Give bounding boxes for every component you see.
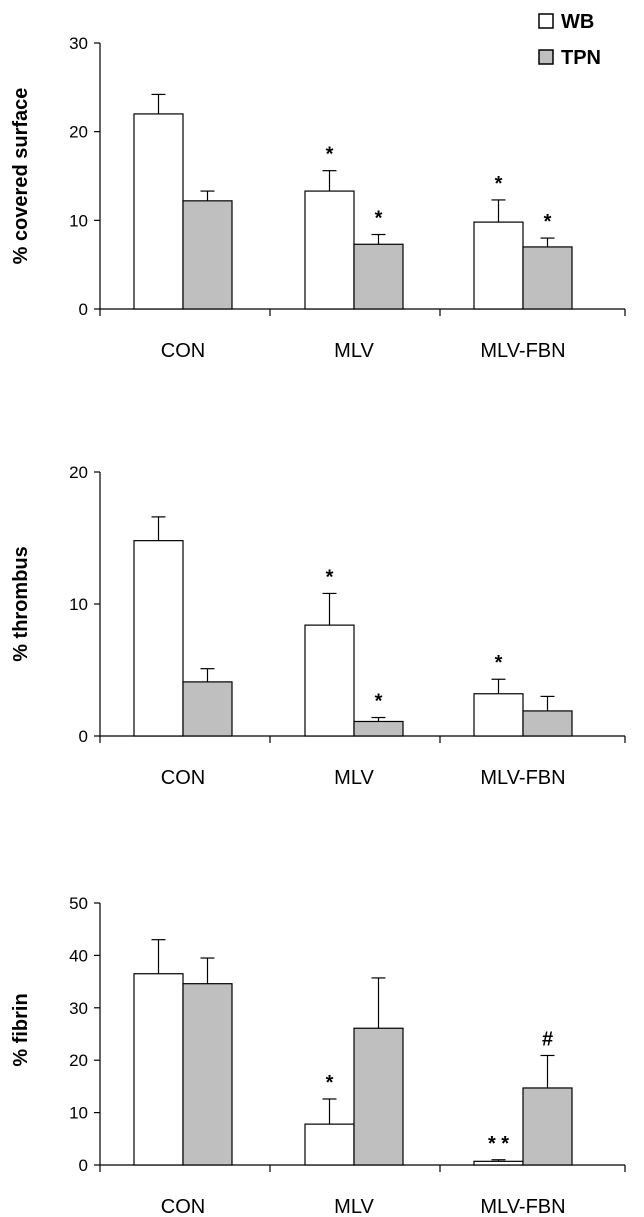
bar-tpn-mlv [353, 720, 404, 737]
significance-marker: * [544, 211, 552, 233]
category-label: MLV-FBN [480, 767, 565, 789]
y-tick-label: 10 [69, 595, 88, 614]
category-label: CON [161, 767, 205, 789]
y-tick-label: 0 [79, 1156, 88, 1175]
bar-wb-mlv-fbn [473, 221, 524, 310]
significance-marker: * * [488, 1133, 509, 1155]
y-axis-label: % thrombus [10, 546, 32, 662]
bar-wb-mlv [304, 190, 355, 310]
category-label: MLV [334, 1196, 374, 1217]
significance-marker: * [495, 652, 503, 674]
bar-tpn-mlv [353, 1027, 404, 1166]
bar-wb-mlv [304, 1123, 355, 1166]
y-tick-label: 20 [69, 463, 88, 482]
significance-marker: * [326, 144, 334, 166]
legend-label-wb: WB [561, 11, 594, 33]
bar-tpn-mlv-fbn [522, 710, 573, 737]
y-tick-label: 40 [69, 946, 88, 965]
chart-fibrin: 0 10 20 30 40 50 % fibrin CON MLV MLV-FBN * * * # [10, 894, 626, 1217]
bar-wb-mlv [304, 624, 355, 737]
y-tick-label: 0 [79, 727, 88, 746]
category-label: CON [161, 340, 205, 362]
significance-marker: # [542, 1028, 553, 1050]
bar-wb-con [133, 540, 184, 737]
category-label: MLV [334, 340, 374, 362]
bar-wb-con [133, 113, 184, 310]
bar-wb-mlv-fbn [473, 693, 524, 737]
bar-tpn-mlv [353, 243, 404, 310]
bar-wb-mlv-fbn [473, 1160, 524, 1166]
legend-swatch-wb [538, 13, 554, 29]
chart-thrombus: 0 10 20 % thrombus CON MLV MLV-FBN * * * [10, 463, 626, 789]
category-label: MLV-FBN [480, 1196, 565, 1217]
category-label: MLV-FBN [480, 340, 565, 362]
category-label: CON [161, 1196, 205, 1217]
y-tick-label: 20 [69, 123, 88, 142]
y-tick-label: 50 [69, 894, 88, 913]
significance-marker: * [375, 691, 383, 713]
y-tick-label: 0 [79, 300, 88, 319]
bar-wb-con [133, 973, 184, 1166]
legend-swatch-tpn [538, 49, 554, 65]
significance-marker: * [326, 566, 334, 588]
y-tick-label: 30 [69, 999, 88, 1018]
significance-marker: * [495, 173, 503, 195]
y-tick-label: 10 [69, 1104, 88, 1123]
category-label: MLV [334, 767, 374, 789]
bar-tpn-con [182, 681, 233, 737]
y-axis-label: % covered surface [10, 88, 32, 265]
y-tick-label: 20 [69, 1051, 88, 1070]
significance-marker: * [326, 1072, 334, 1094]
y-axis-label: % fibrin [10, 993, 32, 1066]
bar-tpn-con [182, 983, 233, 1166]
legend-label-tpn: TPN [561, 47, 601, 69]
bar-tpn-con [182, 200, 233, 310]
y-tick-label: 10 [69, 211, 88, 230]
bar-tpn-mlv-fbn [522, 246, 573, 310]
bar-tpn-mlv-fbn [522, 1087, 573, 1166]
y-tick-label: 30 [69, 34, 88, 53]
legend: WB TPN [538, 11, 601, 69]
chart-covered-surface: 0 10 20 30 % covered surface CON MLV MLV-FBN * * *… [10, 34, 626, 362]
significance-marker: * [375, 208, 383, 230]
